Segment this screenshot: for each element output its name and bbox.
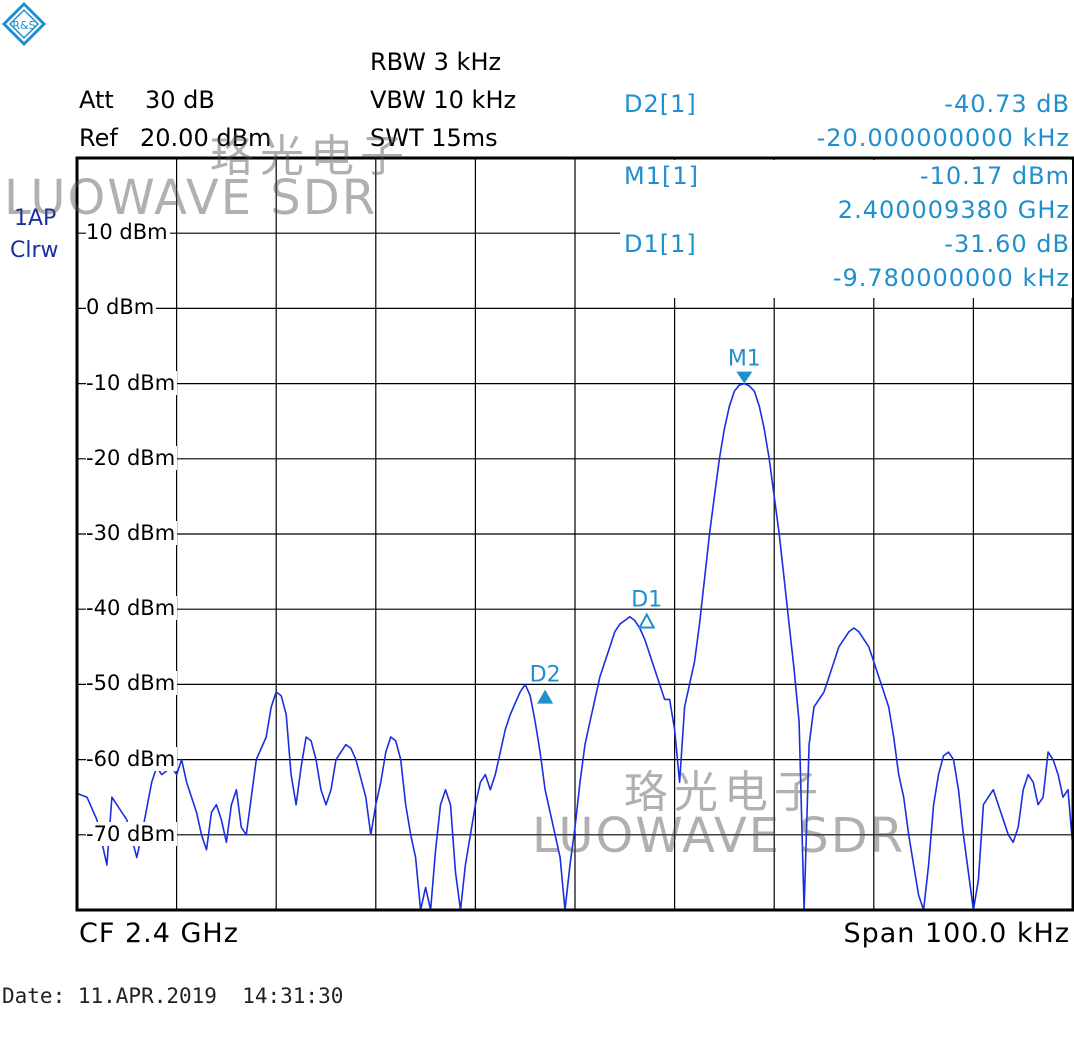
trace-detector-label: 1AP xyxy=(14,206,57,231)
marker-layer: M1 D1 D2 xyxy=(530,347,761,704)
y-tick-label: -70 dBm xyxy=(86,821,178,846)
att-label: Att xyxy=(79,86,114,114)
trace-mode-label: Clrw xyxy=(10,238,59,263)
watermark-cn-bottom: 珞光电子 xyxy=(624,767,824,818)
y-tick-label: -50 dBm xyxy=(86,671,178,696)
marker-readout-bg xyxy=(620,160,1072,298)
marker-d1-value: -31.60 dB xyxy=(944,230,1070,258)
marker-m1-label: M1 xyxy=(728,347,761,372)
marker-d1-label: D1 xyxy=(631,587,662,612)
y-tick-label: -20 dBm xyxy=(86,445,178,470)
y-tick-label: -10 dBm xyxy=(86,370,178,395)
ref-value: 20.00 dBm xyxy=(140,124,272,152)
marker-d2-symbol xyxy=(537,689,554,704)
y-tick-label: 0 dBm xyxy=(86,295,157,320)
marker-m1-value: -10.17 dBm xyxy=(919,162,1070,190)
y-tick-label: -30 dBm xyxy=(86,521,178,545)
center-frequency: CF 2.4 GHz xyxy=(79,918,239,949)
marker-m1-freq: 2.400009380 GHz xyxy=(837,196,1070,224)
watermark-en-bottom: LUOWAVE SDR xyxy=(532,808,906,864)
watermark-cn-top: 珞光电子 xyxy=(210,131,410,182)
trace-layer xyxy=(76,382,1074,911)
marker-d1-symbol xyxy=(638,612,656,629)
rohde-schwarz-logo-icon: R&S xyxy=(2,2,46,46)
watermark-en-top: LUOWAVE SDR xyxy=(4,170,378,226)
swt-setting: SWT 15ms xyxy=(370,124,498,152)
rbw-setting: RBW 3 kHz xyxy=(370,48,502,76)
y-tick-label: -40 dBm xyxy=(86,596,178,621)
att-value: 30 dB xyxy=(145,86,215,114)
marker-d2-value: -40.73 dB xyxy=(944,90,1070,118)
marker-d2-name: D2[1] xyxy=(624,90,697,118)
marker-d1-name: D1[1] xyxy=(624,230,697,258)
vbw-setting: VBW 10 kHz xyxy=(370,86,517,114)
marker-m1-name: M1[1] xyxy=(624,162,699,190)
marker-m1-symbol xyxy=(736,371,753,384)
marker-d2-label: D2 xyxy=(530,663,561,688)
marker-d2-freq: -20.000000000 kHz xyxy=(816,124,1070,152)
marker-d1-freq: -9.780000000 kHz xyxy=(832,264,1070,292)
plot-frame xyxy=(75,156,1074,912)
frequency-span: Span 100.0 kHz xyxy=(843,918,1070,949)
trace-line-0 xyxy=(76,382,1074,911)
y-tick-label: 10 dBm xyxy=(86,220,170,245)
ref-label: Ref xyxy=(79,124,118,152)
svg-text:R&S: R&S xyxy=(12,19,35,32)
capture-date: Date: 11.APR.2019 14:31:30 xyxy=(2,984,344,1008)
y-tick-label: -60 dBm xyxy=(86,746,178,771)
